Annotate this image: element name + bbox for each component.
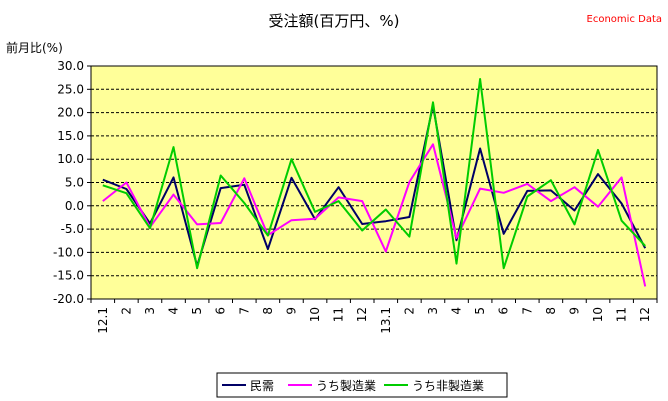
y-tick-label: 5.0 [65, 176, 84, 190]
series-lines [102, 78, 647, 287]
x-tick-label: 4 [167, 307, 181, 315]
x-tick-label: 5 [190, 307, 204, 315]
x-tick-label: 11 [332, 307, 346, 322]
x-tick-label: 2 [119, 307, 133, 315]
series-line-2 [102, 143, 647, 287]
x-tick-label: 4 [450, 307, 464, 315]
y-tick-label: 25.0 [57, 82, 84, 96]
y-tick-label: -10.0 [53, 245, 84, 259]
legend-label-3: うち非製造業 [412, 379, 484, 393]
legend-box [216, 372, 508, 398]
x-tick-label: 9 [567, 307, 581, 315]
y-tick-label: 20.0 [57, 106, 84, 120]
source-label: Economic Data [587, 14, 662, 25]
x-tick-label: 12 [355, 307, 369, 322]
x-tick-label: 9 [284, 307, 298, 315]
x-tick-label: 6 [214, 307, 228, 315]
y-axis-title: 前月比(%) [6, 40, 63, 55]
x-tick-label: 8 [261, 307, 275, 315]
x-tick-label: 10 [308, 307, 322, 322]
y-tick-label: -15.0 [53, 269, 84, 283]
x-tick-label: 7 [520, 307, 534, 315]
x-tick-label: 12.1 [96, 307, 110, 334]
legend: 民需 うち製造業 うち非製造業 [222, 379, 484, 393]
y-tick-label: 10.0 [57, 152, 84, 166]
legend-label-1: 民需 [250, 379, 274, 393]
y-tick-label: 30.0 [57, 59, 84, 73]
x-tick-label: 3 [426, 307, 440, 315]
x-tick-label: 5 [473, 307, 487, 315]
x-tick-label: 3 [143, 307, 157, 315]
y-tick-label: 15.0 [57, 129, 84, 143]
x-tick-label: 12 [638, 307, 652, 322]
x-tick-label: 7 [237, 307, 251, 315]
x-tick-label: 2 [402, 307, 416, 315]
y-tick-label: 0.0 [65, 199, 84, 213]
x-tick-label: 6 [497, 307, 511, 315]
gridlines [91, 88, 657, 277]
y-tick-label: -5.0 [61, 222, 84, 236]
x-tick-label: 13.1 [379, 307, 393, 334]
chart-title: 受注額(百万円、%) [269, 12, 400, 30]
x-axis: 12.1 2 3 4 5 6 7 8 9 10 11 12 13.1 2 3 4 5 6 7 8 9 10 11 12 [90, 299, 658, 334]
x-tick-label: 10 [591, 307, 605, 322]
x-tick-label: 8 [544, 307, 558, 315]
x-tick-label: 11 [615, 307, 629, 322]
y-axis: 30.0 25.0 20.0 15.0 10.0 5.0 0.0 -5.0 -10.0 -15.0… [53, 59, 91, 306]
legend-label-2: うち製造業 [316, 379, 376, 393]
series-line-3 [102, 78, 646, 270]
y-tick-label: -20.0 [53, 292, 84, 306]
